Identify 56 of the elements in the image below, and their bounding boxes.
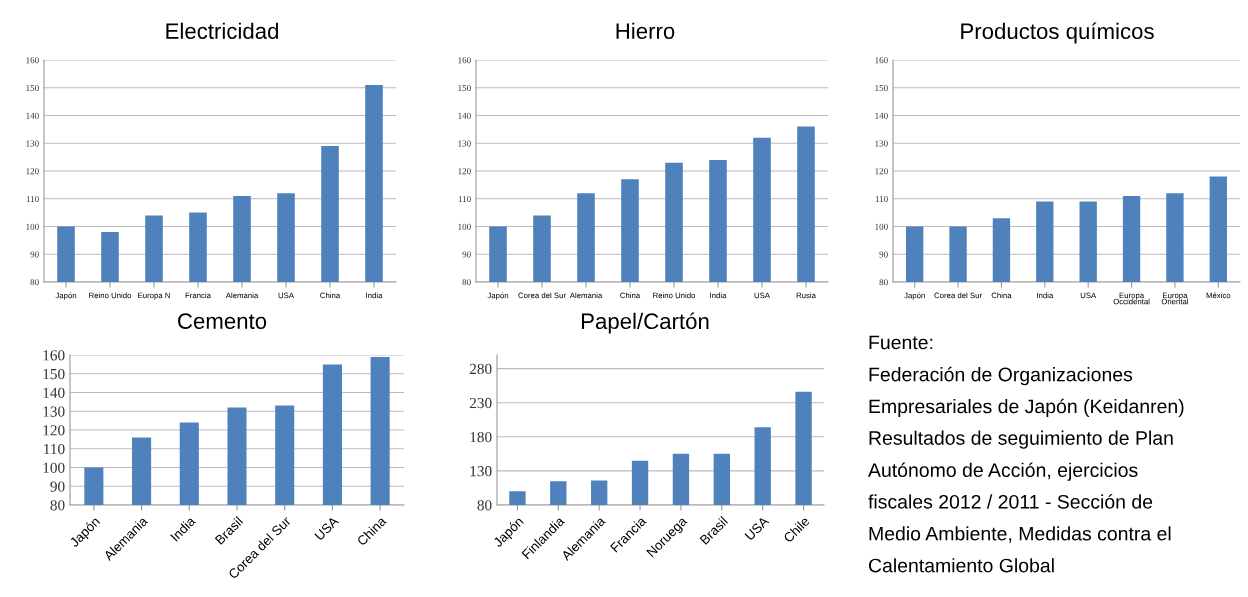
chart-title: Productos químicos	[961, 22, 1154, 44]
x-tick-label: USA	[314, 515, 340, 541]
y-tick-label: 160	[875, 57, 888, 64]
y-tick-label: 130	[458, 140, 471, 147]
y-tick-label: 120	[875, 168, 888, 175]
y-tick-label: 80	[50, 500, 65, 511]
y-tick-label: 150	[43, 368, 65, 380]
x-tick-label: USA	[744, 515, 770, 541]
chart-title: Cemento	[178, 313, 267, 329]
text: Resultados de seguimiento de Plan	[869, 430, 1173, 449]
chart-title: Hierro	[616, 22, 675, 39]
y-tick-label: 160	[26, 57, 39, 64]
y-tick-label: 100	[43, 462, 65, 473]
text: Autónomo de Acción, ejercicios	[868, 462, 1138, 481]
y-tick-label: 130	[470, 466, 492, 477]
y-tick-label: 120	[458, 168, 471, 175]
y-tick-label: 150	[875, 84, 888, 91]
y-tick-label: 90	[462, 251, 471, 258]
y-tick-label: 280	[469, 363, 492, 375]
y-tick-label: 120	[43, 425, 65, 436]
source-note: Fuente:	[869, 335, 933, 350]
y-tick-label: 180	[470, 431, 492, 443]
y-tick-label: 140	[43, 387, 65, 398]
y-tick-label: 230	[469, 397, 492, 409]
text: Empresariales de Japón (Keidanren)	[869, 398, 1184, 418]
y-tick-label: 110	[875, 195, 888, 202]
y-tick-label: 150	[26, 84, 39, 91]
y-tick-label: 90	[50, 481, 65, 492]
y-tick-label: 80	[30, 279, 39, 286]
y-tick-label: 80	[462, 279, 471, 286]
y-tick-label: 100	[26, 223, 39, 230]
y-tick-label: 140	[875, 112, 888, 119]
text: fiscales 2012 / 2011 - Sección de	[868, 494, 1153, 509]
y-tick-label: 80	[879, 279, 888, 286]
y-tick-label: 140	[26, 112, 39, 119]
y-tick-label: 90	[879, 251, 888, 258]
y-tick-label: 120	[26, 168, 39, 175]
y-tick-label: 90	[30, 251, 39, 258]
y-tick-label: 100	[875, 223, 888, 230]
y-tick-label: 110	[26, 195, 39, 202]
chart-title: Papel/Cartón	[581, 312, 709, 334]
chart-title: Electricidad	[166, 22, 278, 39]
y-tick-label: 110	[458, 195, 471, 202]
text: Federación de Organizaciones	[869, 366, 1133, 386]
y-tick-label: 160	[458, 57, 471, 64]
y-tick-label: 140	[458, 112, 471, 119]
y-tick-label: 130	[875, 140, 888, 147]
y-tick-label: 160	[43, 350, 65, 361]
text: Medio Ambiente, Medidas contra el	[869, 526, 1171, 543]
text: Calentamiento Global	[868, 558, 1054, 573]
y-tick-label: 150	[458, 84, 471, 91]
y-tick-label: 100	[458, 223, 471, 230]
y-tick-label: 80	[477, 500, 492, 511]
y-tick-label: 130	[43, 406, 65, 417]
y-tick-label: 130	[26, 140, 39, 147]
y-tick-label: 110	[44, 443, 65, 455]
